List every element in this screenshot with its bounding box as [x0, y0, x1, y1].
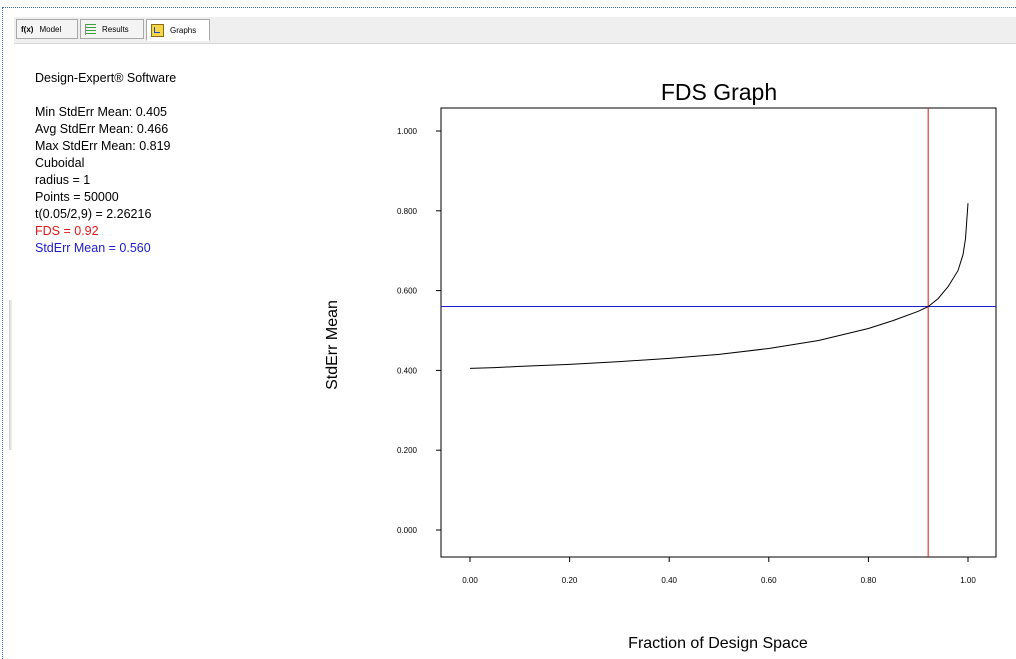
tab-bar: f(x) Model Results Graphs	[14, 17, 1016, 44]
graphs-icon	[151, 23, 164, 37]
y-tick-label: 0.800	[397, 207, 418, 216]
min-stderr-line: Min StdErr Mean: 0.405	[35, 105, 168, 119]
radius-line: radius = 1	[35, 173, 91, 187]
tab-graphs-label: Graphs	[170, 25, 197, 35]
fds-curve-0	[469, 203, 969, 369]
tab-results[interactable]: Results	[80, 19, 144, 39]
tab-model-label: Model	[39, 24, 62, 34]
window-frame	[2, 7, 1016, 659]
stderr-mean-line: StdErr Mean = 0.560	[35, 241, 151, 255]
y-tick-label: 0.000	[397, 526, 418, 535]
chart-title: FDS Graph	[661, 79, 777, 105]
fx-icon: f(x)	[21, 24, 34, 34]
x-tick-label: 0.00	[462, 576, 478, 585]
x-axis-label: Fraction of Design Space	[628, 635, 808, 652]
design-type-line: Cuboidal	[35, 156, 85, 170]
tab-results-label: Results	[102, 24, 129, 34]
plot-area	[441, 108, 996, 557]
plot-axes: 0.00 0.20 0.40 0.60 0.80 1.00 0.000 0.200 0.400 0…	[397, 107, 997, 585]
avg-stderr-line: Avg StdErr Mean: 0.466	[35, 122, 169, 136]
y-tick-label: 1.000	[397, 127, 418, 136]
x-tick-label: 0.60	[761, 576, 777, 585]
tab-model[interactable]: f(x) Model	[16, 19, 78, 39]
y-tick-label: 0.400	[397, 366, 418, 375]
x-tick-label: 0.80	[861, 576, 877, 585]
y-tick-label: 0.200	[397, 446, 418, 455]
t-value-line: t(0.05/2,9) = 2.26216	[35, 207, 152, 221]
x-tick-label: 0.20	[562, 576, 578, 585]
x-tick-label: 1.00	[960, 576, 976, 585]
results-icon	[85, 23, 96, 35]
plot-frame	[440, 107, 997, 558]
y-tick-label: 0.600	[397, 287, 418, 296]
max-stderr-line: Max StdErr Mean: 0.819	[35, 139, 171, 153]
info-panel: Design-Expert® Software Min StdErr Mean:…	[35, 70, 176, 257]
tab-graphs[interactable]: Graphs	[146, 19, 210, 41]
x-tick-label: 0.40	[661, 576, 677, 585]
software-name: Design-Expert® Software	[35, 71, 177, 85]
points-line: Points = 50000	[35, 190, 119, 204]
y-axis-label: StdErr Mean	[324, 300, 341, 390]
fds-line: FDS = 0.92	[35, 224, 99, 238]
splitter-handle[interactable]	[9, 300, 12, 450]
